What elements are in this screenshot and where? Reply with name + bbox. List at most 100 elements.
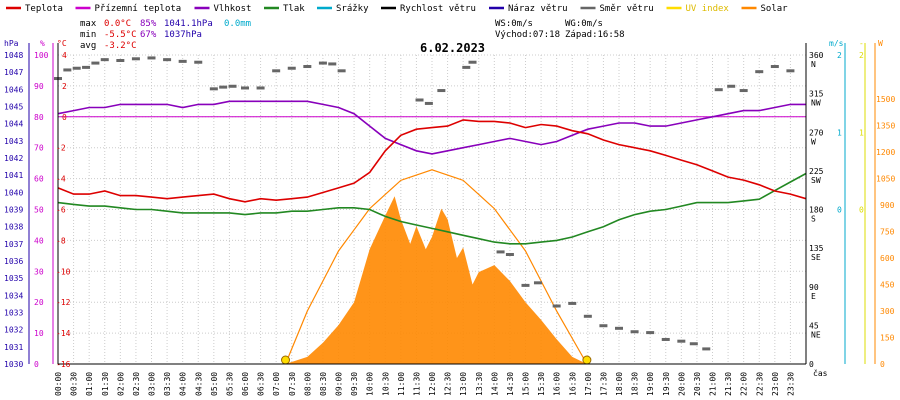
pressure-tick: 1030 [4, 360, 23, 369]
wind-direction-point [552, 304, 561, 308]
time-tick: 02:30 [132, 372, 141, 396]
direction-tick-label: E [811, 292, 816, 301]
time-tick: 10:30 [381, 372, 390, 396]
temp-tick: -4 [56, 175, 66, 184]
wind-direction-point [468, 60, 477, 64]
temp-tick: 2 [62, 82, 67, 91]
wind-direction-point [72, 66, 81, 70]
wind-direction-point [533, 281, 542, 285]
time-tick: 04:30 [194, 372, 203, 396]
pressure-tick: 1048 [4, 51, 23, 60]
wind-direction-point [100, 58, 109, 62]
max-temp: 0.0°C [104, 19, 131, 29]
solar-max-curve [284, 169, 588, 365]
time-tick: 23:30 [786, 372, 795, 396]
speed-tick: 0 [837, 206, 842, 215]
sunset-info: Západ:16:58 [565, 30, 625, 40]
wind-direction-point [256, 86, 265, 90]
legend-label: Rychlost větru [400, 4, 476, 14]
temp-tick: 4 [62, 51, 67, 60]
wind-direction-point [646, 331, 655, 335]
humidity-tick: 10 [34, 329, 44, 338]
direction-tick: 360 [809, 51, 824, 60]
wind-direction-point [337, 69, 346, 73]
pressure-unit: hPa [4, 39, 19, 48]
time-tick: 16:30 [568, 372, 577, 396]
max-label: max [80, 19, 97, 29]
wind-direction-point [63, 68, 72, 72]
pressure-tick: 1036 [4, 257, 23, 266]
temp-tick: -6 [56, 206, 66, 215]
avg-label: avg [80, 41, 96, 51]
direction-tick-label: W [811, 137, 816, 146]
time-tick: 11:30 [412, 372, 421, 396]
temp-tick: 0 [62, 113, 67, 122]
max-pressure: 1041.1hPa [164, 19, 213, 29]
direction-tick-label: NW [811, 99, 821, 108]
wind-direction-point [583, 314, 592, 318]
pressure-tick: 1042 [4, 154, 23, 163]
time-tick: 20:30 [693, 372, 702, 396]
time-tick: 18:30 [631, 372, 640, 396]
time-tick: 00:30 [70, 372, 79, 396]
sunrise-info: Východ:07:18 [495, 30, 560, 40]
direction-tick-label: SE [811, 253, 821, 262]
time-tick: 05:30 [225, 372, 234, 396]
min-temp: -5.5°C [104, 30, 137, 40]
legend-label: Vlhkost [214, 4, 252, 14]
time-tick: 14:00 [490, 372, 499, 396]
wind-direction-series [54, 56, 795, 351]
humidity-tick: 0 [34, 360, 39, 369]
wind-direction-point [786, 69, 795, 73]
uv-tick: 0 [859, 206, 864, 215]
wind-direction-point [209, 87, 218, 91]
grid [57, 54, 807, 365]
wind-direction-point [615, 326, 623, 330]
humidity-tick: 40 [34, 236, 44, 245]
wind-direction-point [755, 70, 764, 74]
pressure-tick: 1031 [4, 343, 23, 352]
speed-tick: 1 [837, 128, 842, 137]
wind-direction-point [287, 66, 296, 70]
time-tick: 06:00 [241, 372, 250, 396]
temp-tick: -12 [56, 298, 71, 307]
legend-label: Směr větru [600, 4, 654, 14]
time-tick: 22:00 [740, 372, 749, 396]
axes [28, 43, 876, 365]
wind-direction-point [739, 89, 748, 93]
time-tick: 13:30 [475, 372, 484, 396]
pressure-tick: 1044 [4, 120, 23, 129]
uv-unit: - [859, 39, 864, 48]
time-tick: 04:00 [179, 372, 188, 396]
direction-tick: 315 [809, 90, 824, 99]
wind-direction-point [194, 60, 203, 64]
humidity-tick: 100 [34, 51, 49, 60]
solar-tick: 0 [880, 360, 885, 369]
humidity-tick: 60 [34, 175, 44, 184]
solar-tick: 450 [880, 281, 895, 290]
pressure-tick: 1033 [4, 309, 23, 318]
legend-label: Srážky [336, 4, 369, 14]
direction-tick-label: S [811, 215, 816, 224]
wind-direction-point [521, 283, 530, 287]
solar-area [285, 196, 587, 364]
pressure-tick: 1046 [4, 85, 23, 94]
wind-direction-point [303, 65, 312, 69]
temp-tick: -14 [56, 329, 71, 338]
pressure-tick: 1047 [4, 68, 23, 77]
temp-tick: -8 [56, 236, 66, 245]
wind-direction-point [661, 337, 670, 341]
uv-tick: 1 [859, 128, 864, 137]
wind-direction-point [424, 101, 433, 105]
time-tick: 09:30 [350, 372, 359, 396]
tick-labels: hPa% °C m/s - Wčas10301031103210331034103510… [4, 39, 895, 396]
wind-direction-point [702, 347, 711, 351]
stats-block: max 0.0°C 85% 1041.1hPa 0.0mm min -5.5°C… [80, 19, 625, 55]
min-humidity: 67% [140, 30, 157, 40]
wind-direction-point [599, 324, 608, 328]
max-humidity: 85% [140, 19, 157, 29]
pressure-tick: 1037 [4, 240, 23, 249]
wind-direction-point [727, 84, 736, 88]
wind-direction-point [163, 58, 172, 62]
